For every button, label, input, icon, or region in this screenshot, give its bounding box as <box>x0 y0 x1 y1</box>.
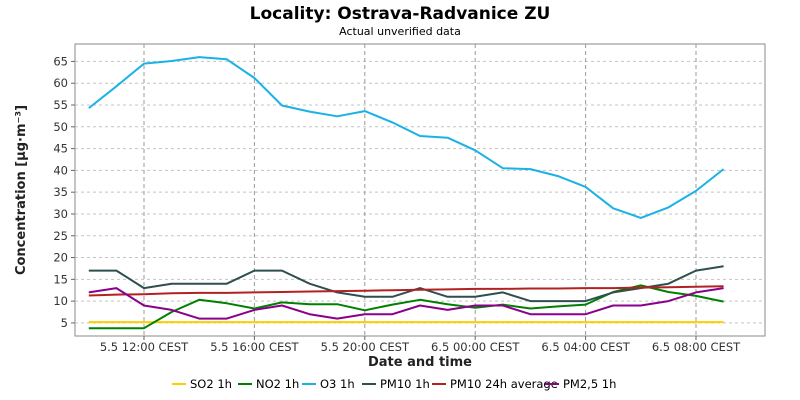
y-tick-label: 20 <box>53 251 68 265</box>
y-tick-label: 30 <box>53 207 68 221</box>
x-tick-label: 5.5 20:00 CEST <box>321 340 410 354</box>
legend: SO2 1h NO2 1h O3 1h PM10 1h PM10 24h average… <box>172 377 616 391</box>
y-tick-label: 65 <box>53 54 68 68</box>
chart-subtitle: Actual unverified data <box>339 25 461 38</box>
legend-label-pm10-24h-average: PM10 24h average <box>450 377 558 391</box>
y-tick-label: 40 <box>53 163 68 177</box>
legend-label-no2-1h: NO2 1h <box>256 377 299 391</box>
x-axis-label: Date and time <box>368 355 472 370</box>
y-tick-label: 55 <box>53 98 68 112</box>
legend-label-pm2-5-1h: PM2,5 1h <box>563 377 616 391</box>
series-line-pm10-1h <box>88 265 724 303</box>
legend-label-pm10-1h: PM10 1h <box>380 377 430 391</box>
y-tick-label: 25 <box>53 229 68 243</box>
y-axis: 5 10 15 20 25 30 35 40 45 50 55 60 65 <box>53 54 75 330</box>
x-tick-label: 6.5 00:00 CEST <box>431 340 520 354</box>
y-tick-label: 15 <box>53 272 68 286</box>
x-tick-label: 6.5 08:00 CEST <box>652 340 741 354</box>
y-tick-label: 45 <box>53 142 68 156</box>
legend-label-so2-1h: SO2 1h <box>190 377 232 391</box>
series-line-pm10-24h-average <box>88 285 724 297</box>
y-tick-label: 5 <box>61 316 68 330</box>
y-tick-label: 35 <box>53 185 68 199</box>
x-tick-label: 6.5 04:00 CEST <box>541 340 630 354</box>
series-line-o3-1h <box>88 56 725 219</box>
x-tick-label: 5.5 16:00 CEST <box>210 340 299 354</box>
x-axis: 5.5 12:00 CEST 5.5 16:00 CEST 5.5 20:00 CE… <box>100 336 741 354</box>
series-line-pm2-5-1h <box>88 287 724 320</box>
x-tick-label: 5.5 12:00 CEST <box>100 340 189 354</box>
y-tick-label: 50 <box>53 120 68 134</box>
y-tick-label: 60 <box>53 76 68 90</box>
chart-title: Locality: Ostrava-Radvanice ZU <box>250 4 551 24</box>
y-axis-label: Concentration [µg·m⁻³] <box>14 105 29 275</box>
series-group <box>88 56 725 330</box>
y-tick-label: 10 <box>53 294 68 308</box>
legend-label-o3-1h: O3 1h <box>320 377 355 391</box>
